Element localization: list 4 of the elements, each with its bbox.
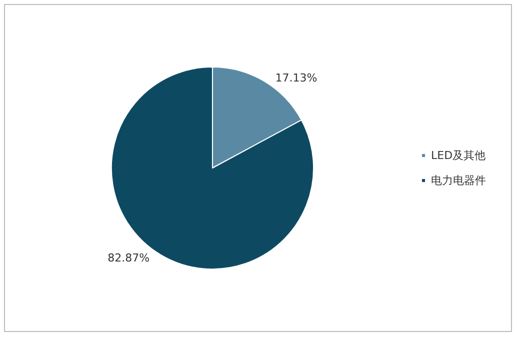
legend-label: LED及其他	[431, 149, 486, 162]
data-label: 82.87%	[108, 252, 150, 265]
legend-label: 电力电器件	[431, 174, 486, 187]
data-label: 17.13%	[275, 71, 318, 84]
